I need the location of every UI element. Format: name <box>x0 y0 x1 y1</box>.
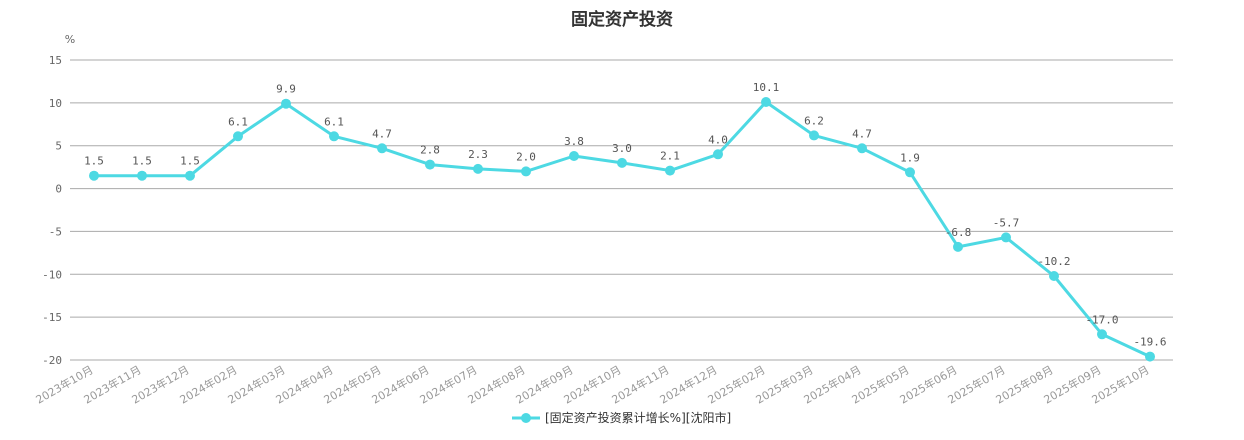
data-point[interactable] <box>617 157 627 168</box>
data-label: 4.0 <box>708 133 728 146</box>
grid-lines <box>70 59 1173 361</box>
data-label: 6.2 <box>804 114 824 127</box>
y-tick-label: 10 <box>49 97 62 110</box>
data-point[interactable] <box>809 130 819 141</box>
data-point[interactable] <box>953 241 963 252</box>
y-axis-unit: % <box>65 33 75 46</box>
data-label: 3.0 <box>612 142 632 155</box>
data-point[interactable] <box>377 143 387 154</box>
x-axis-ticks: 2023年10月2023年11月2023年12月2024年02月2024年03月… <box>33 362 1151 406</box>
data-point[interactable] <box>665 165 675 176</box>
y-tick-label: -10 <box>42 268 62 281</box>
data-labels: 1.5 1.5 1.5 6.1 9.9 6.1 4.7 2.8 2.3 2.0 3.8 3.0 2.1 4… <box>84 81 1167 349</box>
data-label: 1.5 <box>180 155 200 168</box>
data-label: 4.7 <box>852 127 872 140</box>
data-point[interactable] <box>233 131 243 142</box>
data-label: 1.9 <box>900 151 920 164</box>
data-label: 2.3 <box>468 148 488 161</box>
data-label: 6.1 <box>324 115 344 128</box>
data-point[interactable] <box>329 131 339 142</box>
data-label: -10.2 <box>1037 255 1070 268</box>
data-point[interactable] <box>713 149 723 160</box>
data-label: -5.7 <box>993 216 1020 229</box>
data-label: -17.0 <box>1085 313 1118 326</box>
data-point[interactable] <box>137 170 147 181</box>
data-point[interactable] <box>1001 232 1011 243</box>
data-point[interactable] <box>569 151 579 161</box>
series-layer <box>89 97 1155 362</box>
data-point[interactable] <box>1097 329 1107 340</box>
data-point[interactable] <box>521 166 531 177</box>
data-point[interactable] <box>281 98 291 109</box>
data-point[interactable] <box>905 167 915 178</box>
data-point[interactable] <box>857 143 867 154</box>
y-tick-label: -15 <box>42 311 62 324</box>
legend[interactable]: [固定资产投资累计增长%][沈阳市] <box>512 410 731 425</box>
data-point[interactable] <box>473 163 483 174</box>
legend-marker-icon <box>521 413 531 423</box>
data-label: 3.8 <box>564 135 584 148</box>
data-point[interactable] <box>425 159 435 170</box>
data-label: 1.5 <box>132 155 152 168</box>
data-point[interactable] <box>89 170 99 181</box>
y-axis-ticks: 15 10 5 0 -5 -10 -15 -20 <box>42 54 62 367</box>
data-point[interactable] <box>761 97 771 107</box>
data-label: 2.1 <box>660 150 680 163</box>
data-label: 2.8 <box>420 144 440 157</box>
y-tick-label: 5 <box>55 140 62 153</box>
y-tick-label: 0 <box>55 183 62 196</box>
data-label: -19.6 <box>1133 336 1166 349</box>
legend-label: [固定资产投资累计增长%][沈阳市] <box>545 410 731 425</box>
data-label: 6.1 <box>228 115 248 128</box>
y-tick-label: 15 <box>49 54 62 67</box>
data-label: 1.5 <box>84 155 104 168</box>
data-label: -6.8 <box>945 226 972 239</box>
y-tick-label: -5 <box>49 225 62 238</box>
y-tick-label: -20 <box>42 354 62 367</box>
data-label: 4.7 <box>372 127 392 140</box>
data-label: 10.1 <box>753 81 780 94</box>
data-label: 2.0 <box>516 150 536 163</box>
data-point[interactable] <box>185 170 195 181</box>
series-line <box>94 100 1151 358</box>
chart-title: 固定资产投资 <box>571 9 673 30</box>
data-point[interactable] <box>1145 351 1155 362</box>
data-point[interactable] <box>1049 271 1059 281</box>
data-label: 9.9 <box>276 83 296 96</box>
